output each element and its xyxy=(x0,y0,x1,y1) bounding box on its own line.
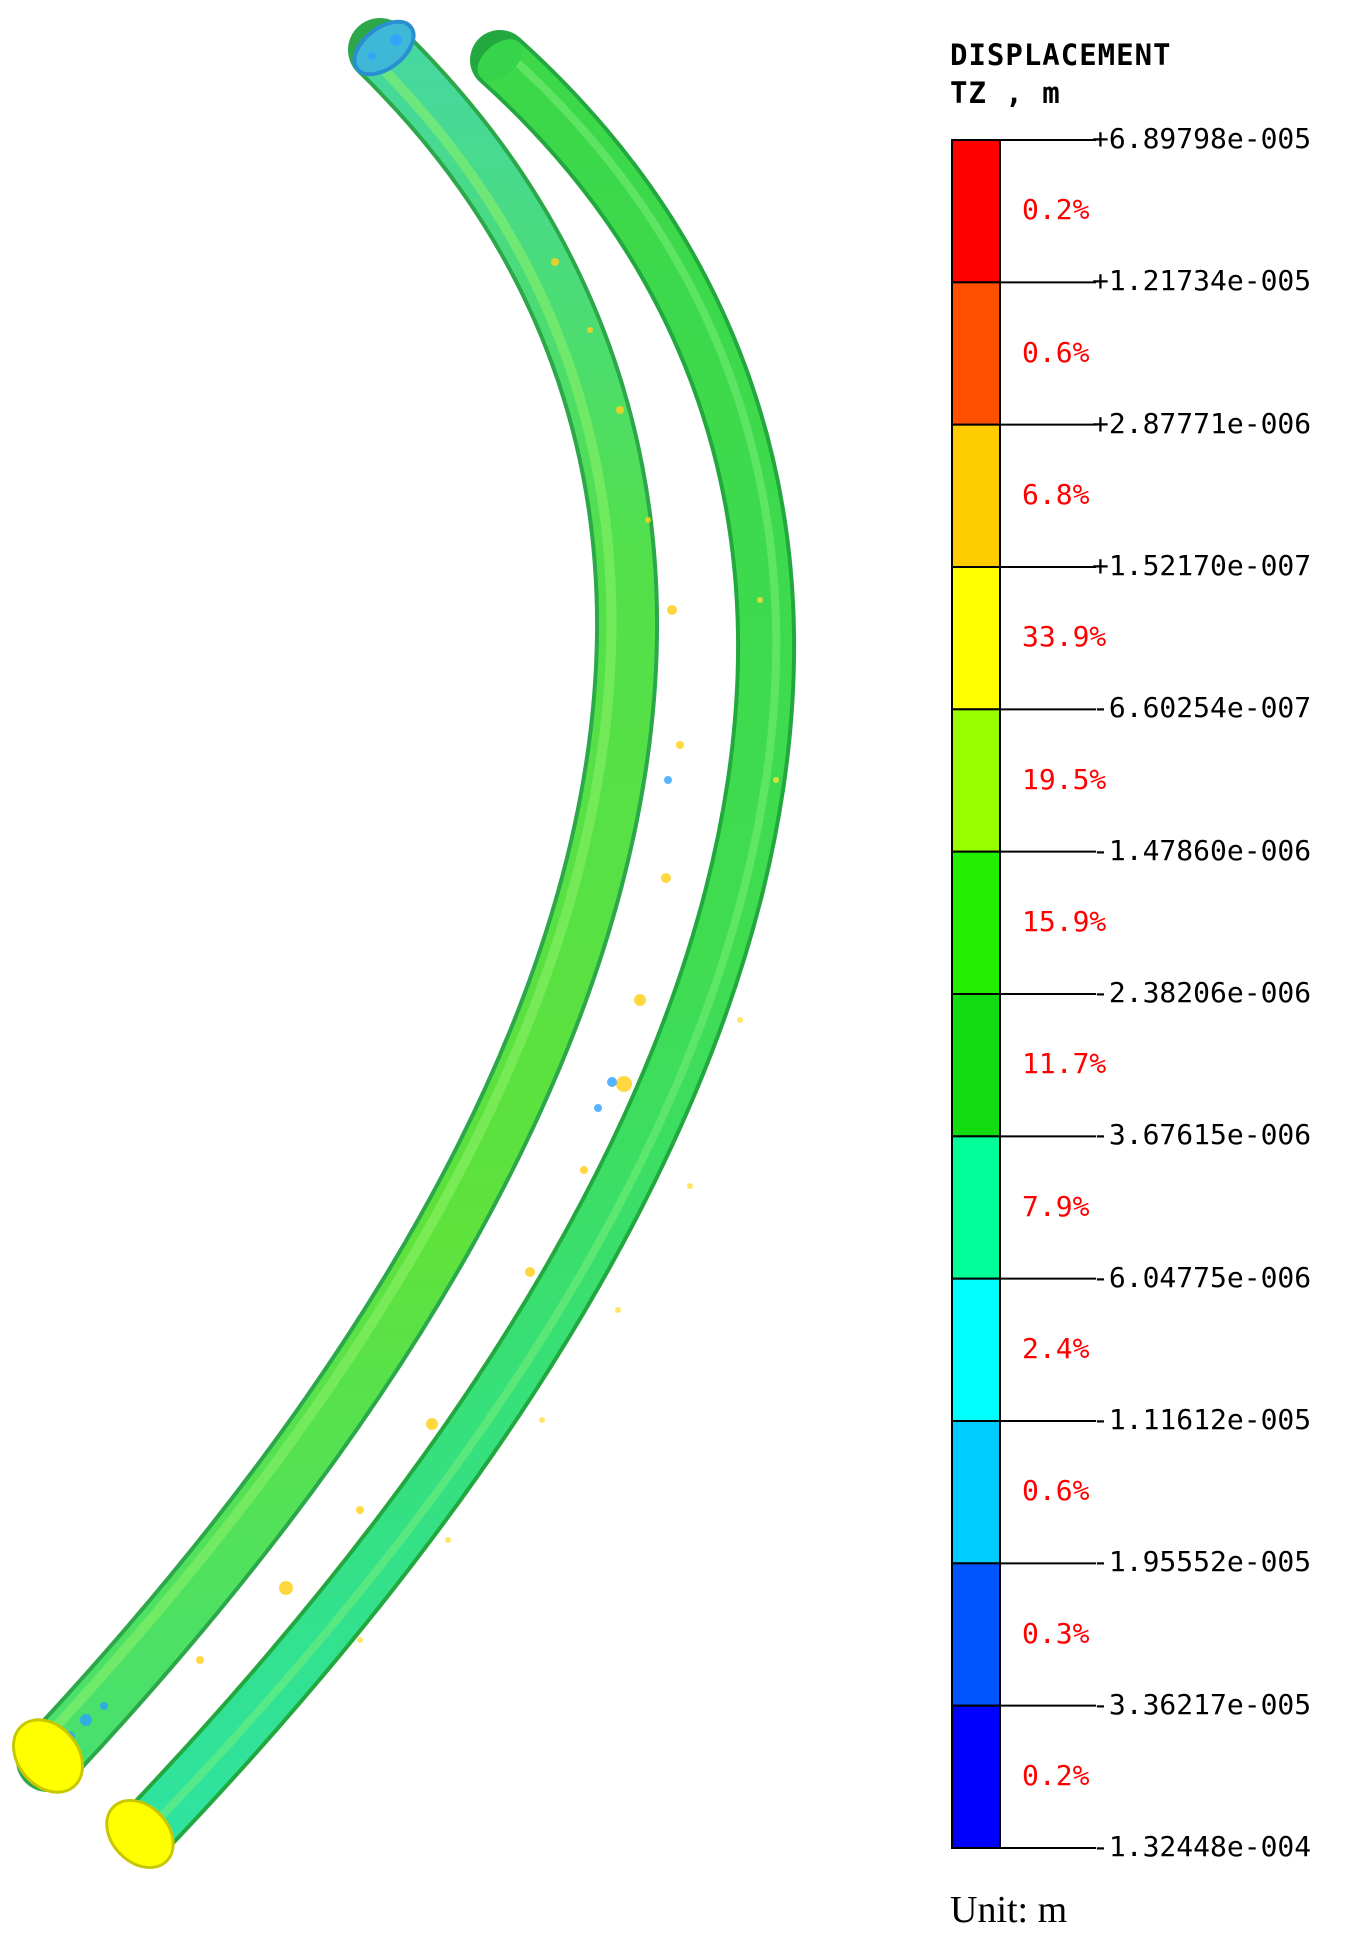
legend-band-percent: 2.4% xyxy=(1022,1331,1090,1365)
legend-title: DISPLACEMENT xyxy=(950,38,1172,72)
legend-tick-label: -3.36217e-005 xyxy=(1092,1687,1312,1721)
inner-tube-speckles xyxy=(196,258,684,1664)
legend-band-percent: 0.3% xyxy=(1022,1616,1090,1650)
outer-tube-end-cap xyxy=(105,1798,175,1870)
outer-tube-highlight xyxy=(151,51,781,1827)
legend-tick-label: +1.21734e-005 xyxy=(1092,264,1312,298)
legend-band-percent: 15.9% xyxy=(1022,904,1107,938)
legend-band-percent: 0.6% xyxy=(1022,1474,1090,1508)
legend-band-percent: 19.5% xyxy=(1022,762,1107,796)
legend-band-percent: 0.6% xyxy=(1022,335,1090,369)
outer-tube xyxy=(126,40,792,1850)
legend-tick-label: -6.04775e-006 xyxy=(1092,1260,1312,1294)
inner-tube-end-cap xyxy=(12,1718,84,1794)
legend-tick-label: -1.32448e-004 xyxy=(1092,1830,1312,1863)
legend-tick-label: -1.11612e-005 xyxy=(1092,1403,1312,1436)
legend-tick-label: -1.95552e-005 xyxy=(1092,1545,1312,1579)
legend-tick-label: +2.87771e-006 xyxy=(1092,406,1312,440)
legend-tick-label: -2.38206e-006 xyxy=(1092,976,1312,1009)
legend-subtitle: TZ , m xyxy=(950,76,1061,110)
legend-band-percent: 6.8% xyxy=(1022,477,1090,511)
unit-label: Unit: m xyxy=(950,1889,1068,1931)
legend-tick-label: +6.89798e-005 xyxy=(1092,122,1312,155)
inner-tube xyxy=(27,29,655,1780)
legend-tick-label: +1.52170e-007 xyxy=(1092,549,1312,582)
legend-tick-label: -3.67615e-006 xyxy=(1092,1118,1312,1152)
legend-band-percent: 11.7% xyxy=(1022,1047,1107,1081)
outer-tube-speckles xyxy=(357,597,779,1643)
legend-tick-label: -1.47860e-006 xyxy=(1092,833,1312,867)
legend-tick-label: -6.60254e-007 xyxy=(1092,691,1312,725)
legend-band-percent: 0.2% xyxy=(1022,1758,1090,1792)
legend-band-percent: 7.9% xyxy=(1022,1189,1090,1223)
inner-tube-highlight xyxy=(32,54,617,1752)
legend-band-percent: 33.9% xyxy=(1022,620,1107,654)
outer-tube-top-end xyxy=(477,39,523,81)
legend-band-percent: 0.2% xyxy=(1022,193,1090,227)
